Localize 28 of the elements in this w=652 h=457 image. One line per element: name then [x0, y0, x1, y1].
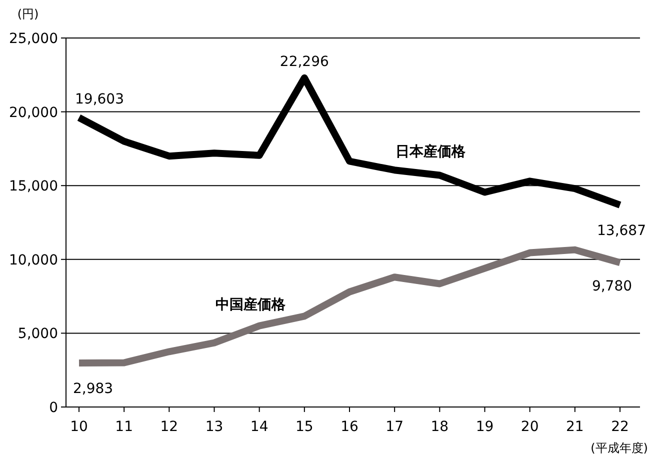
- x-axis-title: (平成年度): [590, 441, 648, 455]
- y-tick-label: 15,000: [9, 178, 58, 195]
- y-tick-label: 0: [49, 400, 58, 416]
- data-label: 19,603: [75, 92, 124, 108]
- x-tick-label: 11: [115, 419, 133, 435]
- x-tick-label: 10: [70, 419, 88, 435]
- y-axis-title: (円): [17, 7, 39, 21]
- x-tick-label: 16: [340, 419, 358, 435]
- y-tick-label: 20,000: [9, 104, 58, 121]
- data-label: 13,687: [597, 222, 646, 239]
- x-tick-label: 19: [476, 419, 494, 435]
- x-tick-label: 21: [566, 419, 584, 435]
- x-tick-label: 13: [205, 419, 224, 435]
- x-tick-label: 15: [296, 419, 314, 435]
- x-tick-label: 14: [250, 419, 268, 435]
- x-tick-label: 18: [430, 419, 449, 435]
- y-tick-label: 25,000: [9, 31, 58, 47]
- data-label: 2,983: [73, 380, 114, 397]
- series-label: 日本産価格: [396, 143, 467, 160]
- x-tick-label: 22: [611, 419, 629, 435]
- y-tick-label: 5,000: [18, 326, 58, 342]
- data-label: 9,780: [592, 278, 632, 295]
- data-label: 22,296: [280, 54, 329, 70]
- x-tick-label: 20: [520, 419, 539, 435]
- x-tick-label: 17: [386, 419, 404, 435]
- x-tick-label: 12: [160, 419, 178, 435]
- series-label: 中国産価格: [215, 296, 286, 314]
- y-tick-label: 10,000: [9, 252, 58, 268]
